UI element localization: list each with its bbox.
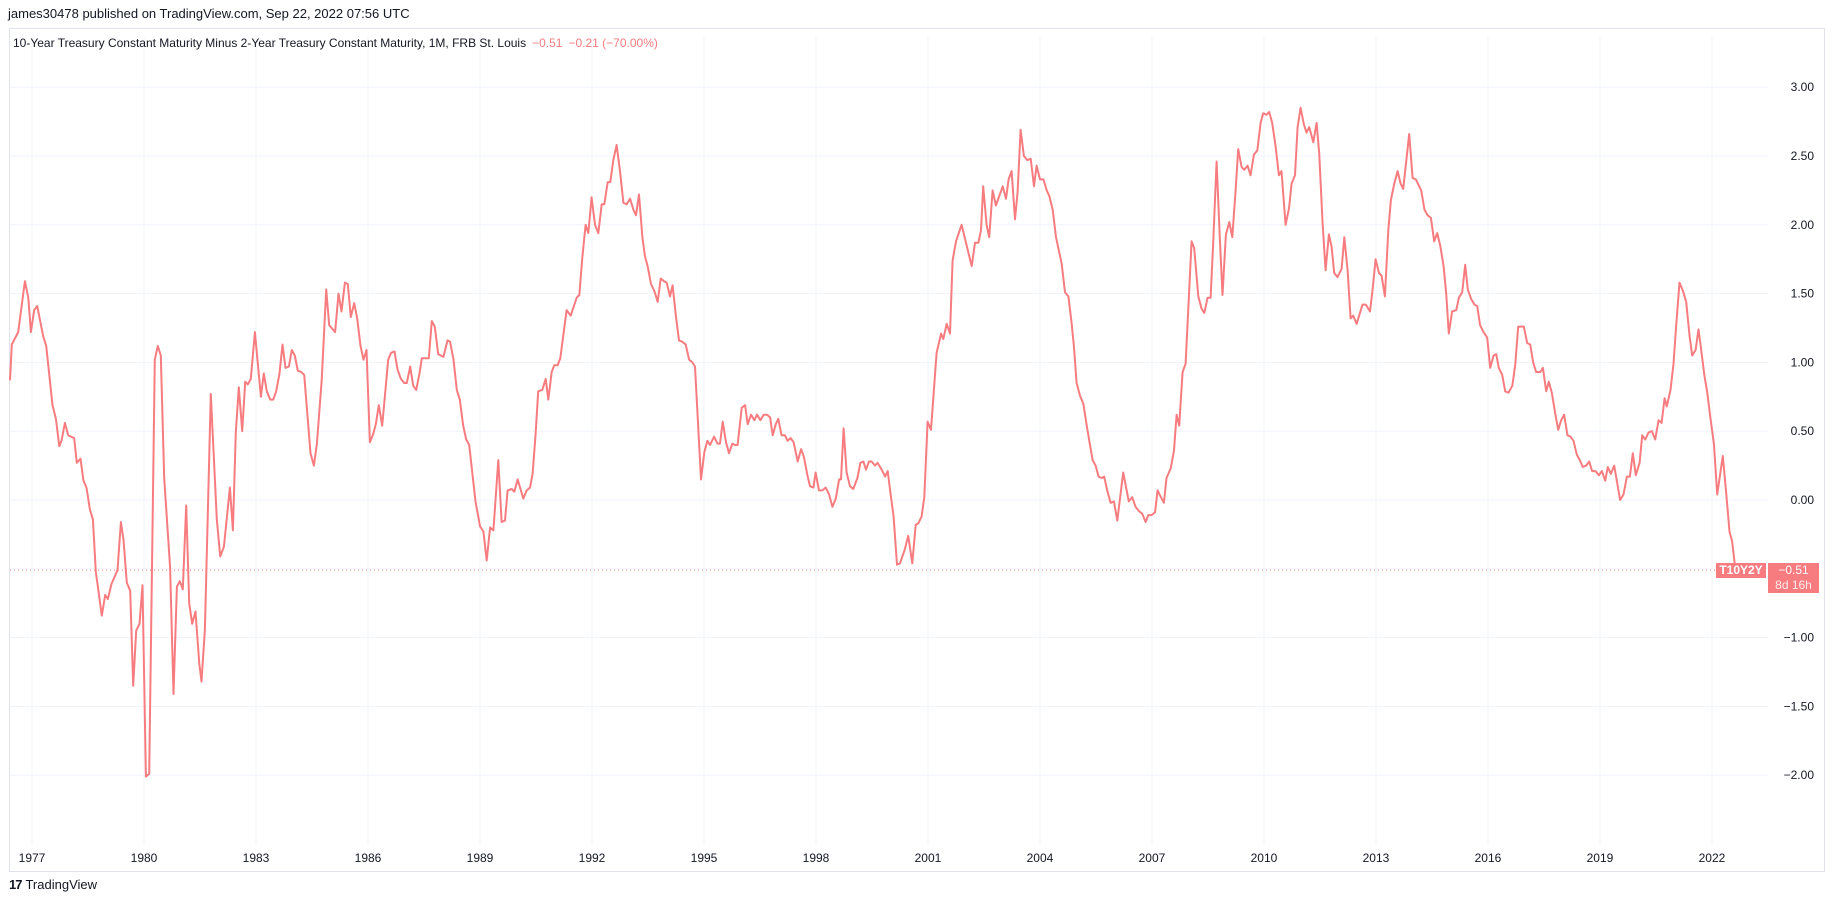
x-tick-label: 2001 — [915, 851, 942, 865]
legend-change: −0.21 (−70.00%) — [568, 36, 658, 50]
x-tick-label: 1986 — [355, 851, 382, 865]
y-tick-label: 2.50 — [1791, 149, 1815, 163]
series-legend[interactable]: 10-Year Treasury Constant Maturity Minus… — [13, 36, 658, 50]
y-tick-label: −1.50 — [1784, 699, 1815, 713]
series-line-t10y2y — [9, 106, 1737, 778]
y-tick-label: 1.50 — [1791, 287, 1815, 301]
brand-name: TradingView — [25, 877, 98, 892]
legend-last-value: −0.51 — [532, 36, 563, 50]
y-tick-label: 3.00 — [1791, 80, 1815, 94]
x-tick-label: 2010 — [1251, 851, 1278, 865]
bar-countdown: 8d 16h — [1775, 578, 1812, 592]
x-tick-label: 1995 — [691, 851, 718, 865]
published-by-text: james30478 published on TradingView.com,… — [8, 6, 410, 21]
price-axis: 3.00 2.50 2.00 1.50 1.00 0.50 0.00 −1.00 −1.50 −2… — [1784, 80, 1815, 782]
x-tick-label: 1977 — [19, 851, 46, 865]
x-tick-label: 1980 — [131, 851, 158, 865]
last-price-tag: −0.51 8d 16h — [1768, 563, 1819, 593]
x-tick-label: 2016 — [1475, 851, 1502, 865]
symbol-tag: T10Y2Y — [1716, 563, 1766, 578]
x-tick-label: 2013 — [1363, 851, 1390, 865]
y-tick-label: 0.00 — [1791, 493, 1815, 507]
y-tick-label: 2.00 — [1791, 218, 1815, 232]
legend-title: 10-Year Treasury Constant Maturity Minus… — [13, 36, 527, 50]
y-tick-label: 1.00 — [1791, 355, 1815, 369]
x-tick-label: 2004 — [1027, 851, 1054, 865]
x-tick-label: 2019 — [1587, 851, 1614, 865]
x-tick-label: 1989 — [467, 851, 494, 865]
time-axis: 1977 1980 1983 1986 1989 1992 1995 1998 2001 2004… — [19, 851, 1726, 865]
tradingview-brand[interactable]: 17 TradingView — [9, 877, 97, 892]
y-tick-label: 0.50 — [1791, 424, 1815, 438]
x-tick-label: 2007 — [1139, 851, 1166, 865]
x-tick-label: 1998 — [803, 851, 830, 865]
grid-lines — [10, 36, 1768, 845]
x-tick-label: 1983 — [243, 851, 270, 865]
last-price-value: −0.51 — [1778, 563, 1809, 577]
tradingview-logo-icon: 17 — [9, 877, 23, 892]
x-tick-label: 2022 — [1699, 851, 1726, 865]
y-tick-label: −2.00 — [1784, 768, 1815, 782]
chart-frame — [9, 28, 1825, 872]
x-tick-label: 1992 — [579, 851, 606, 865]
y-tick-label: −1.00 — [1784, 631, 1815, 645]
